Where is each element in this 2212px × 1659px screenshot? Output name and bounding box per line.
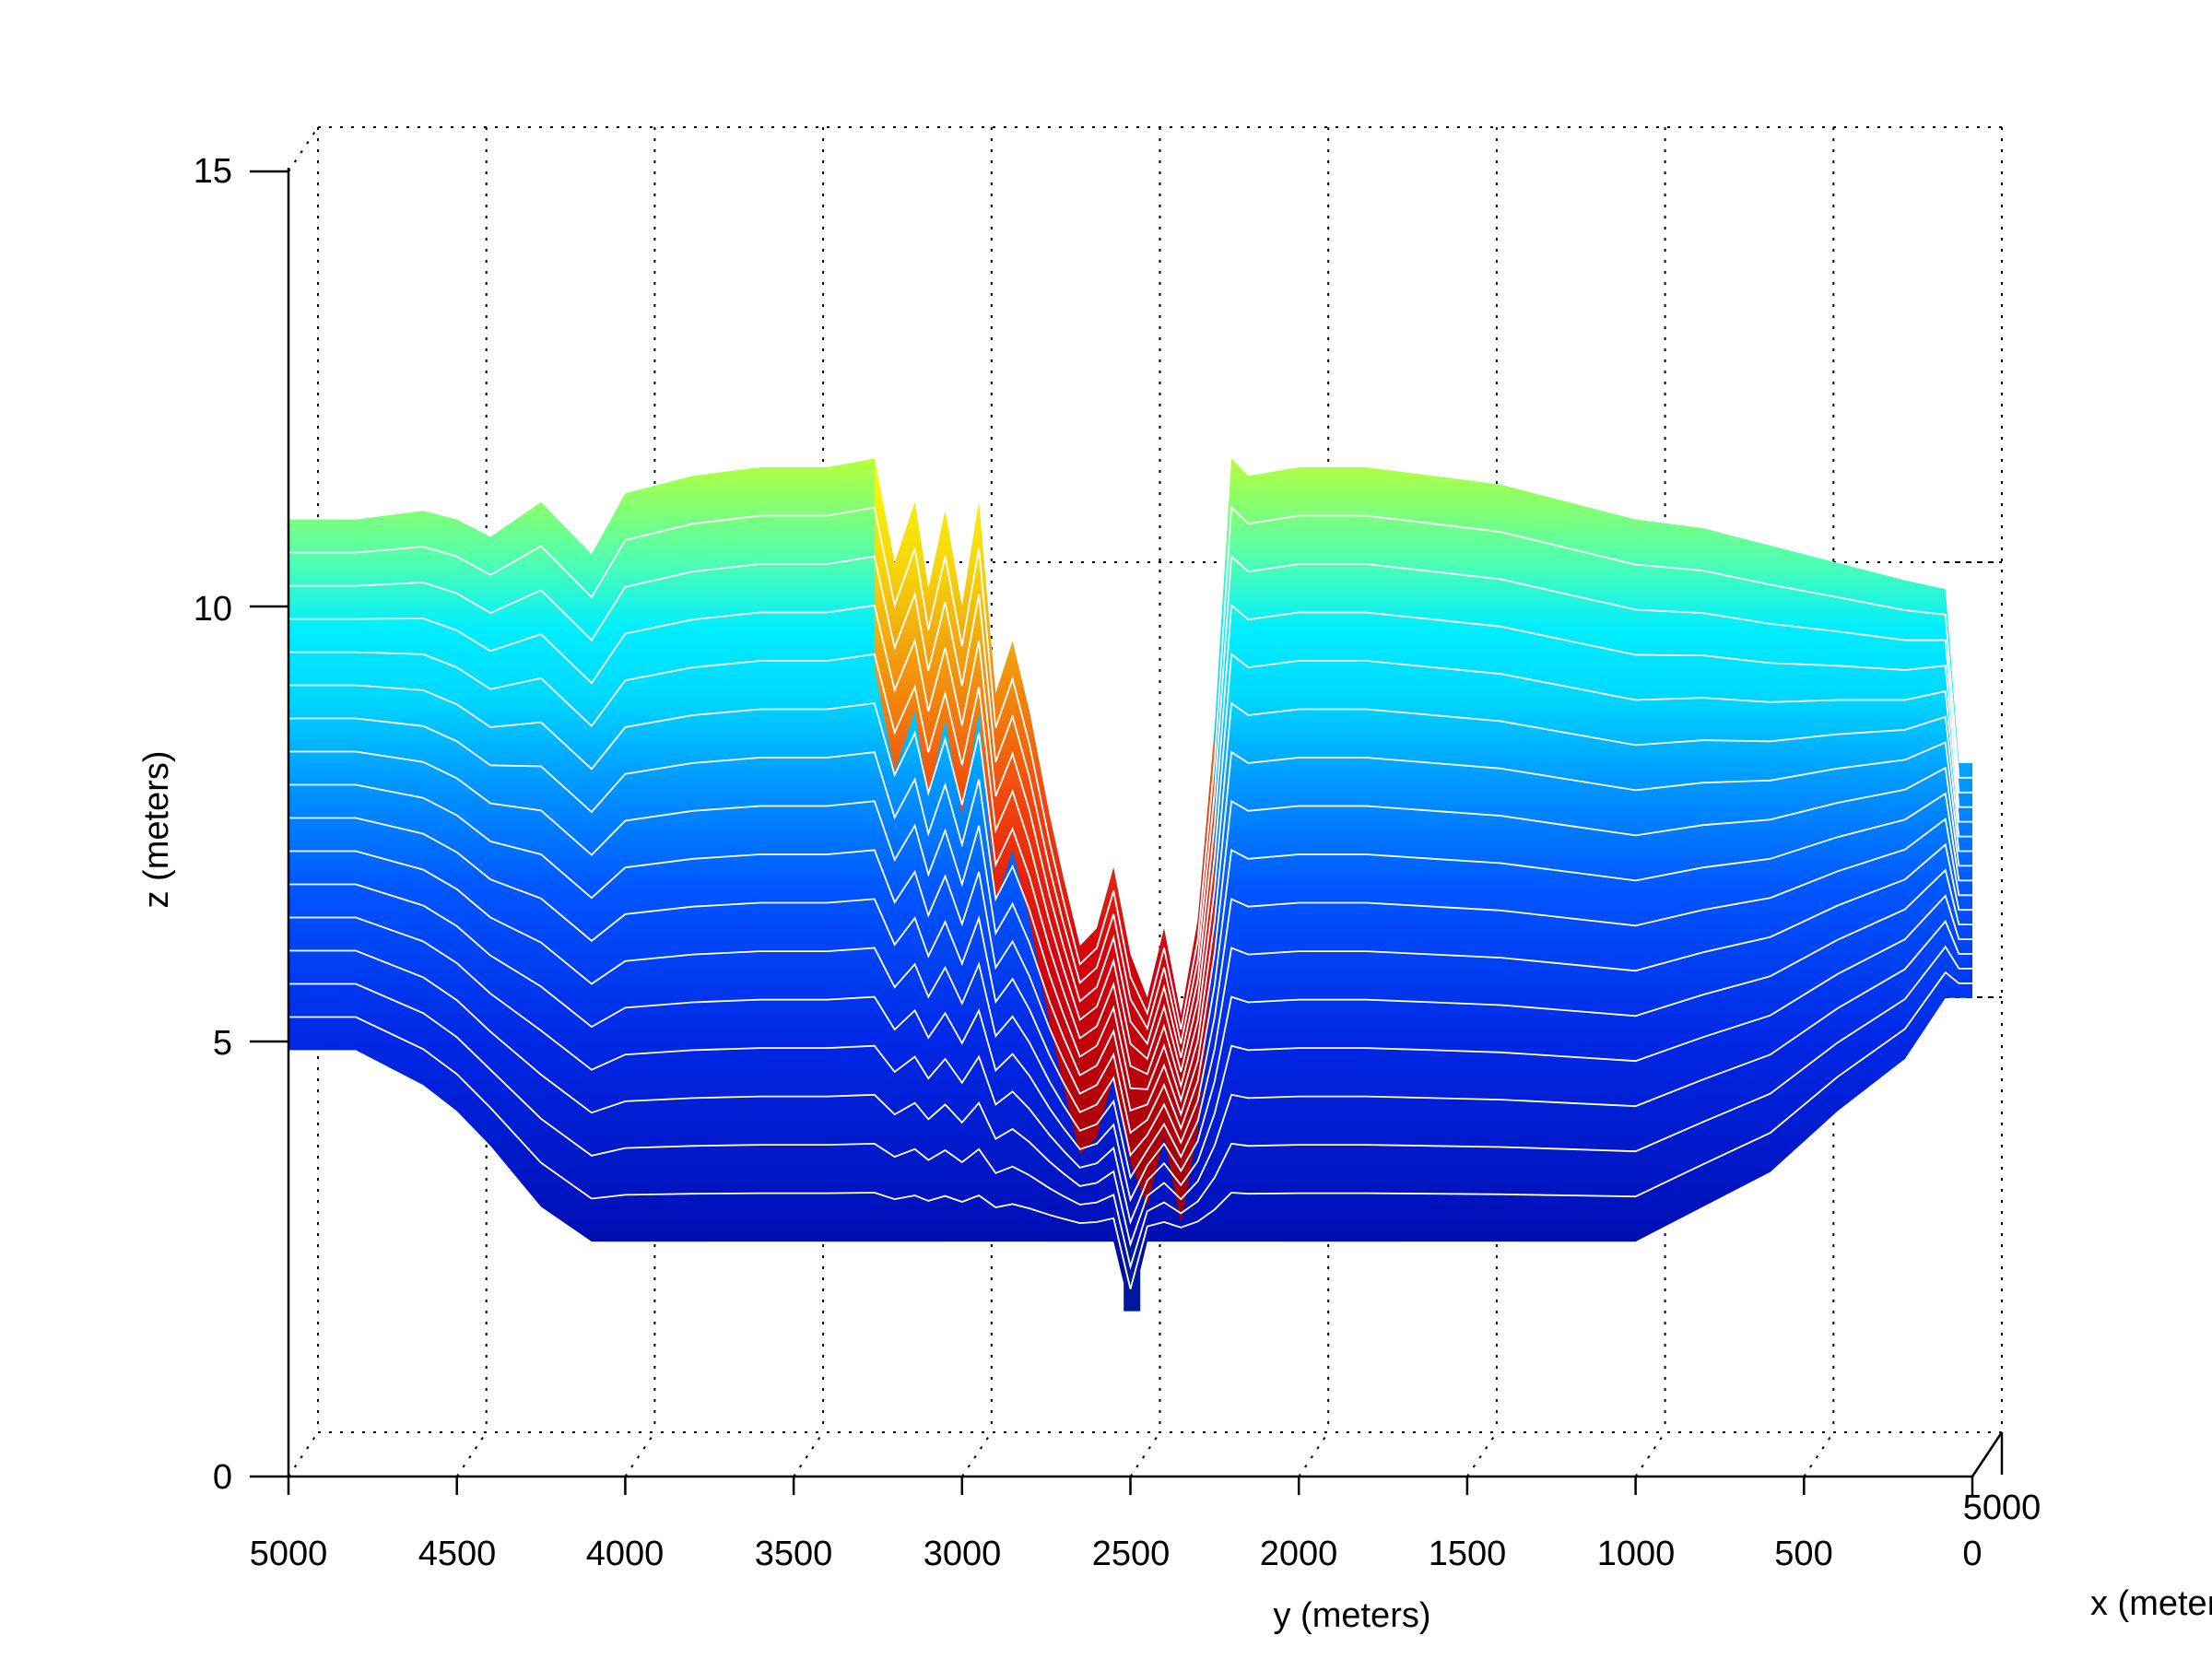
z-tick-label: 15: [194, 152, 232, 191]
contour-line: [288, 919, 1972, 1248]
y-tick-labels: 5000 4500 4000 3500 3000 2500 2000 1500 …: [250, 1535, 1983, 1573]
y-tick-label: 2500: [1092, 1535, 1171, 1573]
contour-line: [288, 554, 1972, 1044]
grid-floor-line: [1466, 1431, 1498, 1477]
y-tick-label: 1000: [1597, 1535, 1676, 1573]
contour-line: [288, 684, 1972, 1089]
contour-line: [288, 505, 1972, 1030]
grid-floor-line: [960, 1431, 993, 1477]
y-tick-label: 1500: [1429, 1535, 1507, 1573]
contour-line: [288, 868, 1972, 1203]
contour-line: [288, 717, 1972, 1103]
y-axis-label: y (meters): [1274, 1596, 1431, 1635]
contour-line: [288, 894, 1972, 1225]
x-axis-line: [1971, 1431, 2004, 1477]
z-tick-labels: 0 5 10 15: [194, 152, 232, 1497]
contour-line: [288, 971, 1972, 1289]
contour-line: [288, 945, 1972, 1270]
tick-marks: [250, 170, 1974, 1495]
contour-lines: [288, 505, 1972, 1289]
grid-floor-line: [288, 1431, 319, 1477]
grid-floor-line: [1129, 1431, 1161, 1477]
grid-floor-line: [455, 1431, 488, 1477]
y-tick-label: 4000: [586, 1535, 665, 1573]
x-tick-label: 5000: [1963, 1488, 2041, 1527]
y-tick-label: 5000: [250, 1535, 328, 1573]
x-axis-label: x (meters): [2090, 1584, 2212, 1623]
contour-line: [288, 817, 1972, 1158]
grid-corner: [288, 126, 319, 172]
y-tick-label: 3000: [924, 1535, 1002, 1573]
grid-floor-line: [624, 1431, 656, 1477]
y-tick-label: 2000: [1260, 1535, 1338, 1573]
y-tick-label: 3500: [755, 1535, 833, 1573]
surface-fill: [288, 458, 1972, 1312]
contour-line: [288, 842, 1972, 1180]
contour-line: [288, 750, 1972, 1117]
channel-fill: [874, 458, 1215, 1225]
z-tick-label: 5: [213, 1024, 232, 1063]
y-tick-label: 500: [1774, 1535, 1832, 1573]
y-tick-label: 4500: [418, 1535, 497, 1573]
contour-line: [288, 783, 1972, 1135]
grid-floor-line: [1803, 1431, 1835, 1477]
z-tick-label: 0: [213, 1458, 232, 1497]
grid-floor-line: [1298, 1431, 1330, 1477]
surface-body: [288, 458, 1972, 1312]
z-tick-label: 10: [194, 590, 232, 629]
z-axis-label: z (meters): [137, 751, 176, 909]
contour-line: [288, 651, 1972, 1073]
y-tick-label: 0: [1962, 1535, 1982, 1573]
grid-floor-line: [1634, 1431, 1666, 1477]
contour-line: [288, 603, 1972, 1058]
grid-floor-line: [793, 1431, 824, 1477]
